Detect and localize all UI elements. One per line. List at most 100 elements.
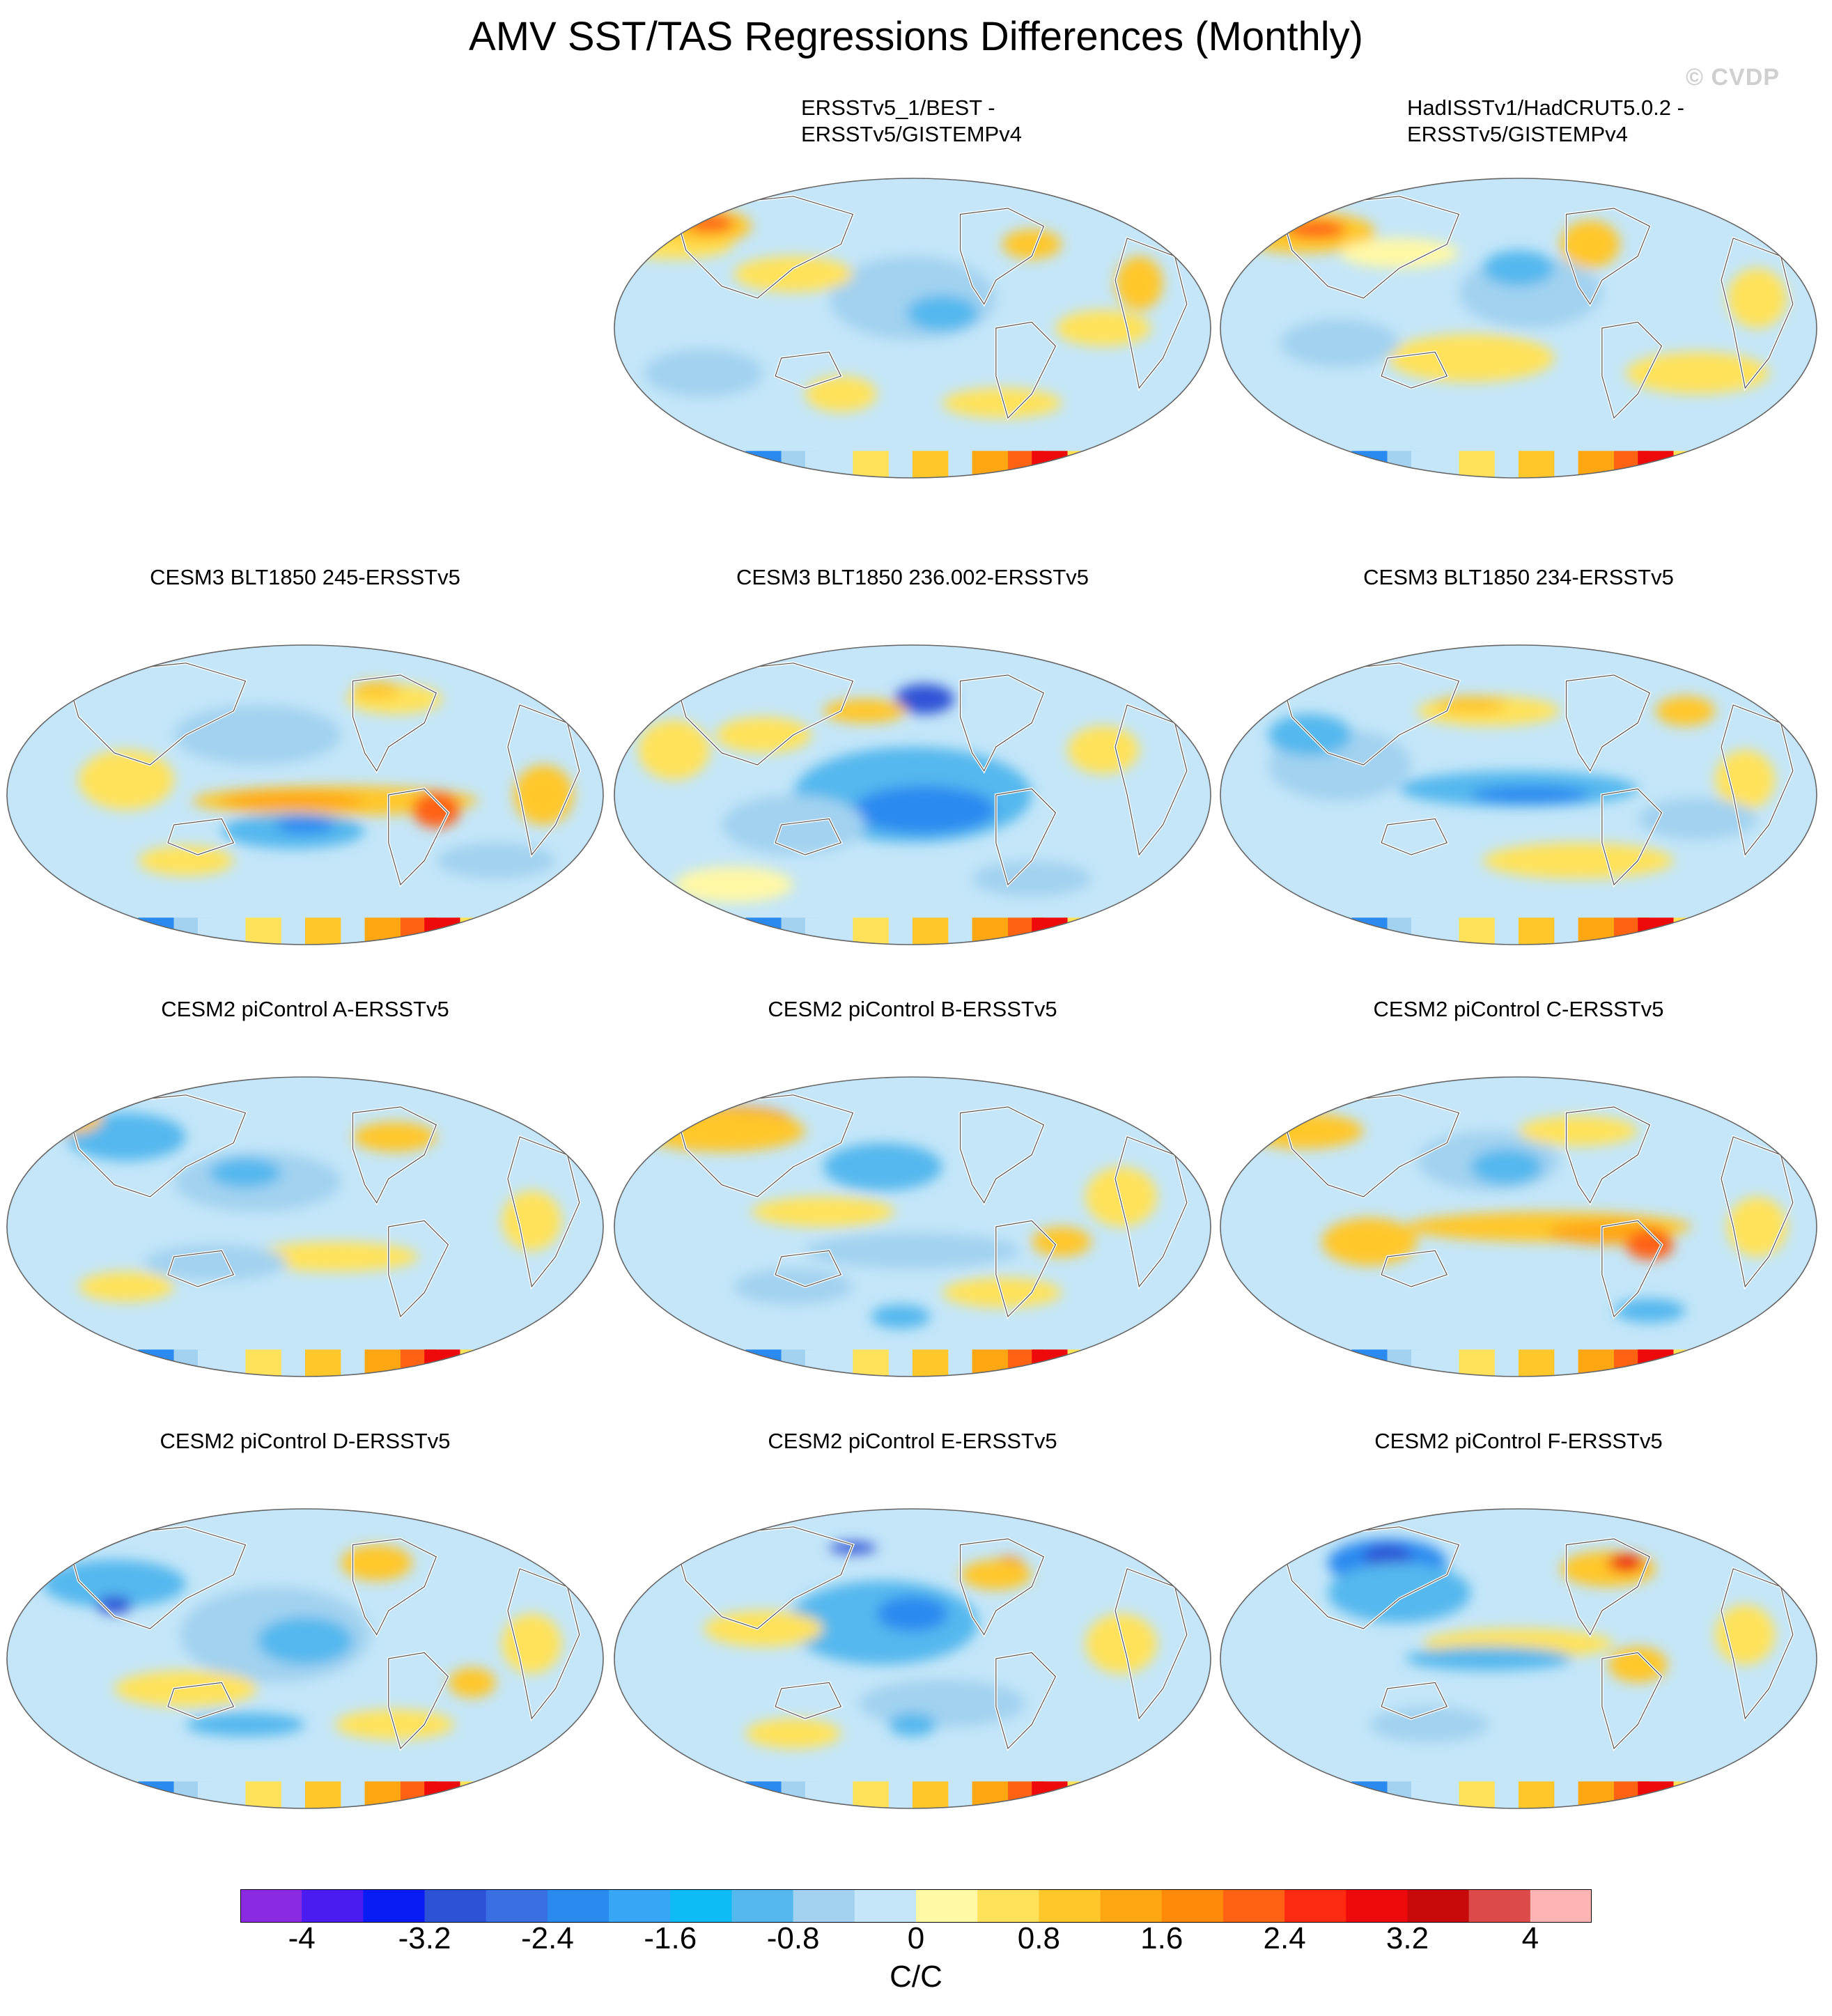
antarctic-anomaly: [1459, 917, 1495, 945]
antarctic-anomaly: [913, 917, 949, 945]
coastline: [1565, 208, 1651, 305]
anomaly-field: [805, 375, 877, 412]
antarctic-anomaly: [197, 1781, 234, 1808]
antarctic-anomaly: [1351, 1781, 1388, 1808]
coastline: [1565, 1106, 1651, 1204]
anomaly-field: [733, 256, 853, 293]
coastline: [1279, 1526, 1460, 1629]
coastline: [775, 1250, 842, 1287]
anomaly-field: [222, 791, 365, 810]
antarctic-anomaly: [305, 917, 341, 945]
map-border: [614, 1076, 1211, 1377]
antarctic-anomaly: [805, 1349, 841, 1377]
anomaly-field: [143, 1244, 288, 1281]
panel-title: CESM2 piControl A-ERSSTv5: [6, 996, 605, 1023]
anomaly-field: [78, 1271, 174, 1302]
colorbar-swatch: [1100, 1889, 1163, 1923]
panel-title-line: CESM2 piControl B-ERSSTv5: [768, 997, 1057, 1021]
coastline: [673, 1526, 854, 1629]
anomaly-field: [78, 750, 174, 810]
antarctic-anomaly: [1351, 1349, 1388, 1377]
colorbar-swatch: [1161, 1889, 1224, 1923]
antarctic-anomaly: [1411, 1349, 1447, 1377]
anomaly-field: [805, 1232, 1020, 1269]
antarctic-anomaly: [1459, 1349, 1495, 1377]
coastline: [1115, 1568, 1188, 1720]
anomaly-field: [1435, 696, 1507, 714]
panel-title-line: CESM2 piControl A-ERSSTv5: [161, 997, 449, 1021]
coastline: [65, 662, 247, 766]
anomaly-field: [1067, 726, 1140, 774]
coastline: [1721, 1136, 1794, 1288]
coastline: [1381, 1682, 1448, 1719]
coastline: [1601, 1220, 1663, 1318]
anomaly-field: [638, 720, 710, 780]
coastline: [775, 1682, 842, 1719]
colorbar-swatch: [547, 1889, 610, 1923]
anomaly-field: [1115, 256, 1163, 311]
colorbar-swatch: [302, 1889, 364, 1923]
coastline: [775, 351, 842, 389]
coastline: [959, 208, 1045, 305]
colorbar-swatch: [363, 1889, 426, 1923]
coastline: [1381, 1250, 1448, 1287]
anomaly-field: [722, 795, 865, 855]
anomaly-field: [1002, 229, 1062, 260]
antarctic-anomaly: [138, 1349, 174, 1377]
anomaly-field: [644, 349, 763, 397]
anomaly-field: [1482, 842, 1674, 879]
antarctic-anomaly: [1519, 1781, 1555, 1808]
panel-title-line: CESM2 piControl F-ERSSTv5: [1374, 1429, 1663, 1453]
antarctic-anomaly: [745, 1349, 782, 1377]
global-map: [614, 1508, 1211, 1809]
colorbar-tick-label: -0.8: [766, 1921, 820, 1955]
coastline: [673, 196, 854, 299]
coastline: [775, 818, 842, 855]
anomaly-field: [251, 1241, 419, 1272]
colorbar-swatch: [1346, 1889, 1408, 1923]
panel-title-line: CESM2 piControl C-ERSSTv5: [1373, 997, 1664, 1021]
colorbar-units: C/C: [890, 1960, 942, 1994]
map-panel-p8: CESM2 piControl C-ERSSTv5: [1219, 996, 1818, 1386]
antarctic-anomaly: [853, 451, 889, 478]
anomaly-field: [513, 765, 574, 825]
coastline: [352, 1538, 437, 1636]
anomaly-field: [1638, 798, 1757, 840]
anomaly-field: [1482, 250, 1555, 286]
colorbar-swatch: [1407, 1889, 1470, 1923]
antarctic-anomaly: [1459, 1781, 1495, 1808]
anomaly-field: [1328, 1563, 1471, 1623]
colorbar-swatch: [916, 1889, 978, 1923]
map-panel-p11: CESM2 piControl F-ERSSTv5: [1219, 1428, 1818, 1818]
map-panel-p10: CESM2 piControl E-ERSSTv5: [613, 1428, 1212, 1818]
anomaly-field: [1727, 268, 1787, 328]
anomaly-field: [972, 860, 1092, 897]
map-border: [614, 644, 1211, 945]
antarctic-anomaly: [138, 917, 174, 945]
panel-title: CESM2 piControl D-ERSSTv5: [6, 1428, 605, 1455]
anomaly-field: [1715, 750, 1776, 810]
antarctic-anomaly: [245, 1781, 281, 1808]
anomaly-field: [275, 816, 335, 834]
anomaly-field: [1727, 1197, 1787, 1257]
antarctic-anomaly: [745, 451, 782, 478]
anomaly-field: [888, 1712, 937, 1737]
anomaly-field: [1519, 1115, 1638, 1146]
coastline: [352, 1106, 437, 1204]
coastline: [388, 788, 449, 886]
anomaly-field: [1626, 352, 1769, 394]
colorbar-swatch: [240, 1889, 302, 1923]
colorbar-tick-label: -1.6: [644, 1921, 697, 1955]
global-map: [6, 1508, 604, 1809]
anomaly-field: [906, 295, 979, 332]
coastline: [995, 1220, 1057, 1318]
anomaly-field: [853, 786, 996, 834]
anomaly-field: [352, 681, 401, 699]
coastline: [673, 662, 854, 766]
global-map: [1220, 1508, 1817, 1809]
colorbar-swatch: [731, 1889, 794, 1923]
coastline: [673, 1094, 854, 1197]
panel-title: CESM2 piControl C-ERSSTv5: [1219, 996, 1818, 1023]
panel-title: CESM3 BLT1850 234-ERSSTv5: [1219, 564, 1818, 591]
map-border: [6, 1076, 604, 1377]
